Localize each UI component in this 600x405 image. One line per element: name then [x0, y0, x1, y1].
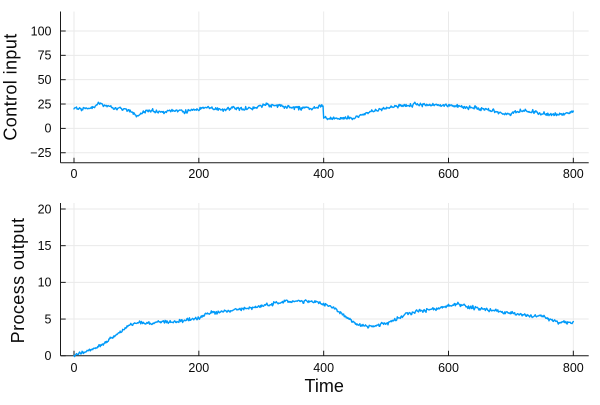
svg-text:600: 600	[438, 361, 459, 375]
svg-text:5: 5	[45, 312, 52, 326]
svg-text:0: 0	[71, 167, 78, 181]
svg-text:800: 800	[563, 361, 584, 375]
svg-text:15: 15	[38, 239, 52, 253]
svg-text:Process output: Process output	[8, 218, 28, 344]
svg-text:100: 100	[31, 24, 52, 38]
svg-text:400: 400	[313, 361, 334, 375]
svg-text:0: 0	[45, 349, 52, 363]
svg-text:200: 200	[188, 361, 209, 375]
svg-text:75: 75	[38, 49, 52, 63]
svg-text:25: 25	[38, 97, 52, 111]
svg-text:Control input: Control input	[1, 33, 21, 140]
svg-text:800: 800	[563, 167, 584, 181]
svg-text:−25: −25	[30, 146, 51, 160]
svg-text:0: 0	[71, 361, 78, 375]
svg-text:20: 20	[38, 202, 52, 216]
svg-text:200: 200	[188, 167, 209, 181]
svg-text:0: 0	[45, 122, 52, 136]
svg-text:10: 10	[38, 276, 52, 290]
svg-text:50: 50	[38, 73, 52, 87]
svg-text:400: 400	[313, 167, 334, 181]
svg-text:Time: Time	[305, 376, 344, 396]
svg-text:600: 600	[438, 167, 459, 181]
